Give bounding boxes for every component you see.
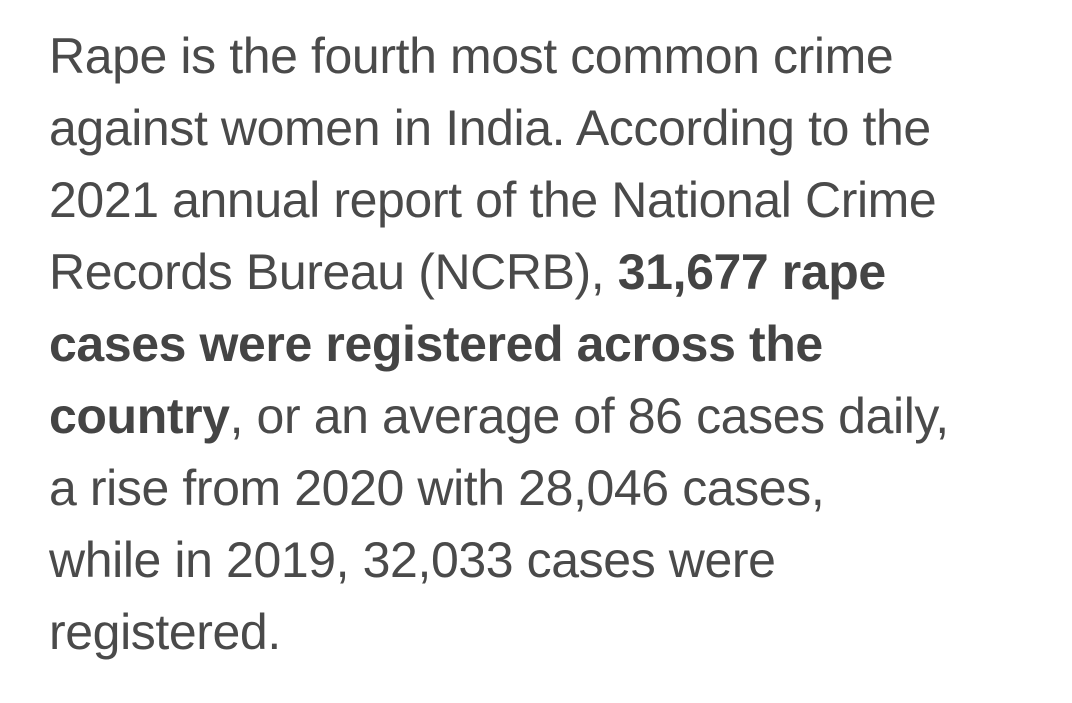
text-line: Records Bureau (NCRB), 31,677 rape [49, 236, 1049, 308]
text-line: cases were registered across the [49, 308, 1049, 380]
text-segment: Records Bureau (NCRB), [49, 244, 618, 300]
text-segment: a rise from 2020 with 28,046 cases, [49, 460, 825, 516]
bold-text-segment: country [49, 388, 230, 444]
text-segment: , or an average of 86 cases daily, [229, 388, 950, 444]
text-segment: Rape is the fourth most common crime [49, 28, 894, 84]
article-body: Rape is the fourth most common crime aga… [49, 20, 1049, 668]
text-line: while in 2019, 32,033 cases were [49, 524, 1049, 596]
text-segment: against women in India. According to the [49, 100, 931, 156]
text-line: against women in India. According to the [49, 92, 1049, 164]
text-line: registered. [49, 596, 1049, 668]
text-segment: while in 2019, 32,033 cases were [49, 532, 776, 588]
bold-text-segment: 31,677 rape [617, 244, 886, 300]
text-line: country, or an average of 86 cases daily… [49, 380, 1049, 452]
text-line: a rise from 2020 with 28,046 cases, [49, 452, 1049, 524]
text-line: Rape is the fourth most common crime [49, 20, 1049, 92]
text-line: 2021 annual report of the National Crime [49, 164, 1049, 236]
bold-text-segment: cases were registered across the [49, 316, 823, 372]
text-segment: registered. [49, 604, 281, 660]
text-segment: 2021 annual report of the National Crime [49, 172, 937, 228]
article-paragraph: Rape is the fourth most common crime aga… [49, 20, 1049, 668]
